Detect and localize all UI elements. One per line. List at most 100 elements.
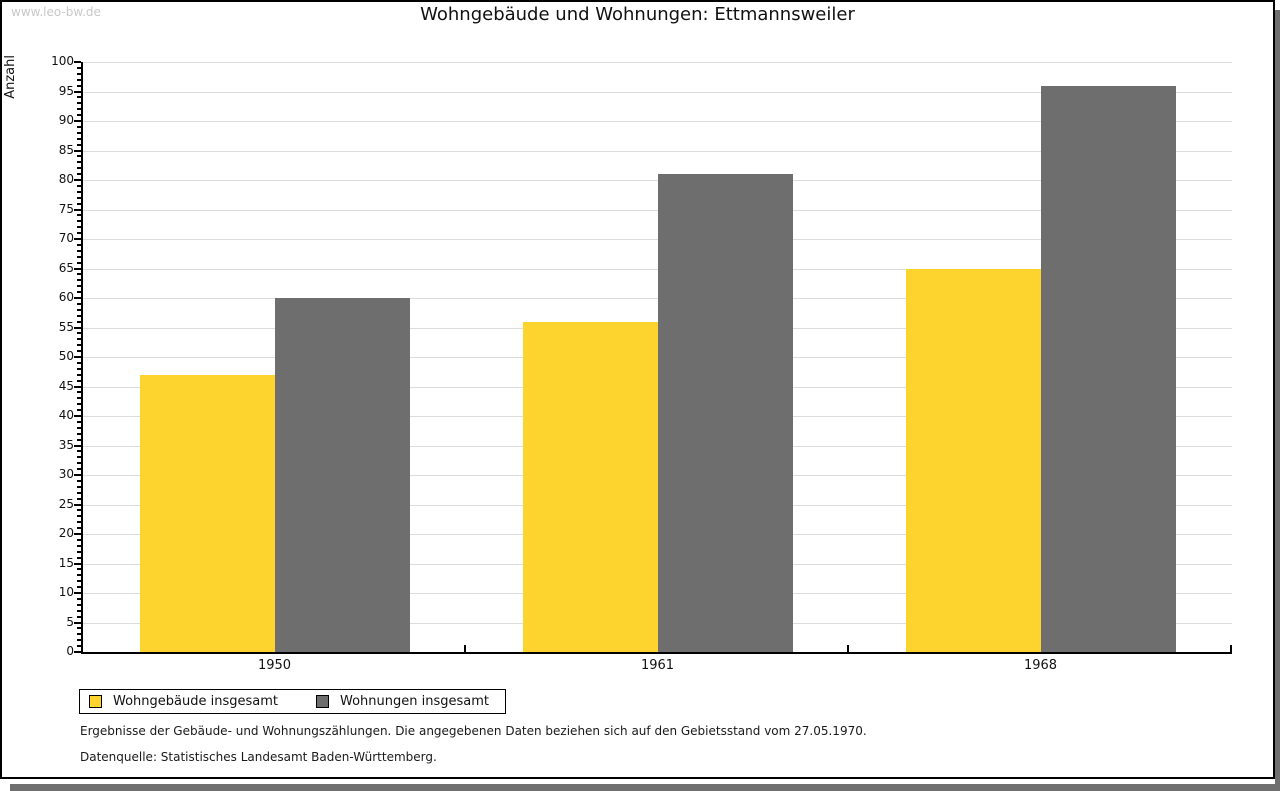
legend-item-wohngebaeude-insgesamt: Wohngebäude insgesamt [89, 694, 278, 709]
y-minor-tick [77, 639, 81, 642]
y-minor-tick [77, 285, 81, 288]
y-tick-label: 65 [58, 260, 74, 275]
y-major-tick [74, 149, 81, 152]
gridline [83, 62, 1232, 63]
y-minor-tick [77, 114, 81, 117]
y-minor-tick [77, 255, 81, 258]
y-major-tick [74, 356, 81, 358]
y-minor-tick [77, 320, 81, 323]
y-minor-tick [77, 627, 81, 630]
y-tick-label: 85 [58, 142, 74, 157]
x-axis-boundary-tick [847, 645, 849, 652]
y-tick-label: 25 [58, 496, 74, 511]
y-major-tick [74, 238, 81, 240]
y-tick-label: 50 [58, 349, 74, 363]
plot-area: 0 5 10 15 20 25 30 35 40 45 50 55 60 65 70 75 80 85 90 95 10… [51, 54, 1232, 673]
y-minor-tick [77, 291, 81, 294]
y-tick-label: 30 [58, 467, 74, 481]
y-minor-tick [77, 96, 81, 99]
y-minor-tick [77, 314, 81, 317]
y-minor-tick [77, 515, 81, 518]
y-tick-label: 5 [66, 614, 74, 629]
y-tick-label: 0 [66, 644, 74, 658]
y-minor-tick [77, 84, 81, 87]
y-minor-tick [77, 350, 81, 353]
y-major-tick [74, 621, 81, 624]
y-minor-tick [77, 232, 81, 235]
y-minor-tick [77, 432, 81, 435]
y-minor-tick [77, 137, 81, 140]
y-minor-tick [77, 603, 81, 606]
y-minor-tick [77, 438, 81, 441]
y-minor-tick [77, 426, 81, 429]
y-tick-label: 90 [58, 113, 74, 127]
y-minor-tick [77, 491, 81, 494]
y-minor-tick [77, 202, 81, 205]
x-axis-label: 1950 [257, 658, 292, 673]
y-minor-tick [77, 78, 81, 81]
y-tick-label: 95 [58, 83, 74, 98]
y-minor-tick [77, 338, 81, 341]
y-minor-tick [77, 403, 81, 406]
chart-title: Wohngebäude und Wohnungen: Ettmannsweile… [420, 4, 855, 25]
bar-wohngebaeude-insgesamt-1961 [522, 321, 658, 652]
y-axis-label: Anzahl [3, 55, 18, 99]
y-minor-tick [77, 161, 81, 164]
y-minor-tick [77, 361, 81, 364]
y-major-tick [74, 297, 81, 299]
y-minor-tick [77, 102, 81, 105]
y-minor-tick [77, 633, 81, 636]
y-major-tick [74, 61, 81, 63]
y-major-tick [74, 651, 81, 653]
y-minor-tick [77, 173, 81, 176]
y-minor-tick [77, 344, 81, 347]
legend-label: Wohnungen insgesamt [340, 694, 489, 709]
y-minor-tick [77, 468, 81, 471]
y-minor-tick [77, 196, 81, 199]
x-axis-label: 1961 [640, 658, 675, 673]
y-major-tick [74, 208, 81, 211]
footnote-datenquelle: Datenquelle: Statistisches Landesamt Bad… [80, 750, 437, 764]
y-minor-tick [77, 485, 81, 488]
y-minor-tick [77, 645, 81, 648]
bar-wohnungen-insgesamt-1961 [657, 174, 793, 652]
y-major-tick [74, 179, 81, 181]
y-minor-tick [77, 597, 81, 600]
y-major-tick [74, 562, 81, 565]
y-minor-tick [77, 243, 81, 246]
y-minor-tick [77, 379, 81, 382]
y-tick-label: 70 [58, 231, 74, 245]
y-minor-tick [77, 279, 81, 282]
y-minor-tick [77, 538, 81, 541]
y-tick-label: 55 [58, 319, 74, 334]
y-major-tick [74, 385, 81, 388]
y-major-tick [74, 444, 81, 447]
y-major-tick [74, 415, 81, 417]
gridline [83, 150, 1232, 152]
legend-swatch-wohnungen-insgesamt [316, 695, 329, 708]
y-tick-label: 45 [58, 378, 74, 393]
frame-shadow-bottom [10, 784, 1280, 791]
y-minor-tick [77, 214, 81, 217]
y-minor-tick [77, 580, 81, 583]
x-axis-label: 1968 [1023, 658, 1058, 673]
x-axis-boundary-tick [1230, 645, 1232, 652]
y-minor-tick [77, 220, 81, 223]
y-minor-tick [77, 586, 81, 589]
x-axis-boundary-tick [464, 645, 466, 652]
y-minor-tick [77, 497, 81, 500]
legend-swatch-wohngebaeude-insgesamt [89, 695, 102, 708]
y-minor-tick [77, 302, 81, 305]
y-tick-label: 15 [58, 555, 74, 570]
y-minor-tick [77, 249, 81, 252]
y-tick-label: 35 [58, 437, 74, 452]
y-minor-tick [77, 456, 81, 459]
y-minor-tick [77, 108, 81, 111]
y-major-tick [74, 90, 81, 93]
y-minor-tick [77, 397, 81, 400]
y-minor-tick [77, 450, 81, 453]
y-minor-tick [77, 544, 81, 547]
y-tick-label: 40 [58, 408, 74, 422]
y-minor-tick [77, 462, 81, 465]
